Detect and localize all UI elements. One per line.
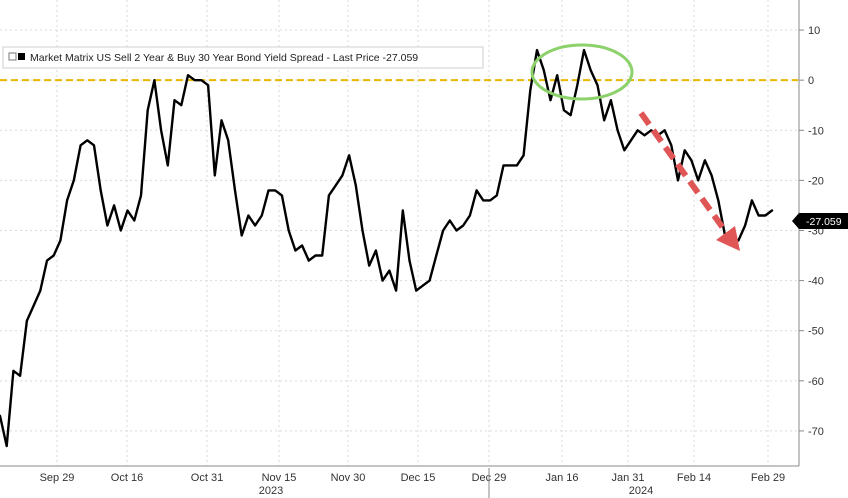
spread-series-line [0,48,774,448]
y-tick-label: -70 [808,426,824,438]
year-label: 2024 [629,485,653,497]
downtrend-arrow [638,111,740,251]
y-tick-label: -60 [808,376,824,388]
double-top-highlight-ellipse [530,43,634,101]
x-tick-label: Feb 29 [751,472,785,484]
x-tick-label: Sep 29 [40,472,75,484]
legend-label: Market Matrix US Sell 2 Year & Buy 30 Ye… [30,52,418,64]
legend: Market Matrix US Sell 2 Year & Buy 30 Ye… [2,46,484,69]
y-tick-label: 0 [808,75,814,87]
x-tick-label: Oct 31 [191,472,223,484]
legend-box [2,46,484,69]
plot-background [0,0,798,466]
x-tick-label: Jan 31 [611,472,644,484]
x-tick-label: Feb 14 [677,472,711,484]
y-tick-label: -50 [808,326,824,338]
x-tick-label: Oct 16 [111,472,143,484]
x-tick-label: Nov 15 [262,472,297,484]
year-label: 2023 [259,485,283,497]
x-tick-label: Dec 15 [401,472,436,484]
y-tick-label: -10 [808,125,824,137]
y-tick-label: -40 [808,276,824,288]
y-tick-label: 10 [808,25,820,37]
last-price-label: -27.059 [806,216,842,228]
legend-swatch-outline [8,52,17,61]
last-price-tag: -27.059 [792,213,848,229]
x-tick-label: Nov 30 [331,472,366,484]
x-axis-ticks: Sep 29 Oct 16 Oct 31 Nov 15 Nov 30 Dec 15 Dec … [40,472,786,484]
year-labels: 2023 2024 [259,468,653,498]
legend-swatch [18,53,25,60]
x-tick-label: Jan 16 [545,472,578,484]
y-axis-ticks: 100-10-20-30-40-50-60-70 [799,25,824,438]
y-tick-label: -20 [808,175,824,187]
